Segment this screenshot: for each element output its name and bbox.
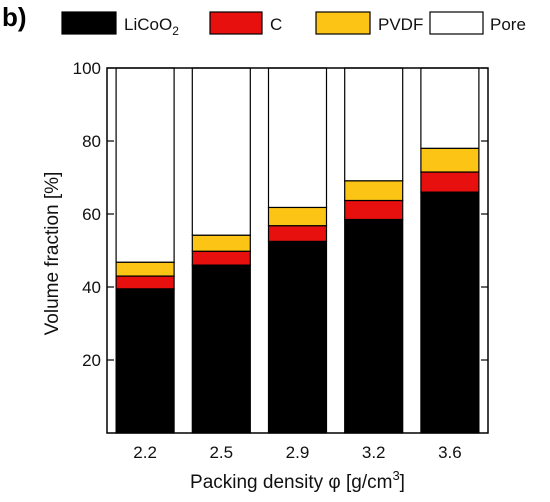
plot-frame	[106, 67, 489, 434]
bar-segment-pore-3.2	[344, 67, 404, 182]
bar-segment-c-2.5	[191, 250, 251, 266]
x-tick-label: 2.2	[133, 443, 157, 462]
bar-segment-pvdf-2.5	[191, 234, 251, 252]
legend: LiCoO2 C PVDF Pore	[61, 11, 526, 38]
x-tick-label: 2.5	[209, 443, 233, 462]
x-axis-title: Packing density φ [g/cm3]	[190, 468, 405, 493]
bar-segment-pore-2.5	[191, 67, 251, 236]
y-axis-title: Volume fraction [%]	[42, 172, 63, 336]
y-tick-label: 60	[82, 205, 101, 224]
bar-segment-licoo-3.2	[344, 218, 404, 434]
bar-segment-c-2.2	[115, 275, 175, 290]
bar-segment-c-3.2	[344, 199, 404, 221]
y-axis: 20 40 60 80 100	[73, 59, 488, 370]
bar-segment-licoo-2.9	[267, 240, 328, 434]
bar-segment-pore-3.6	[420, 67, 480, 149]
x-tick-label: 2.9	[286, 443, 310, 462]
y-tick-label: 20	[82, 351, 101, 370]
bar-segment-licoo-2.2	[115, 288, 175, 434]
y-tick-label: 100	[73, 59, 101, 78]
panel-label: b)	[2, 2, 27, 32]
y-tick-label: 80	[82, 132, 101, 151]
legend-label-licoo: LiCoO2	[124, 15, 179, 38]
bar-segment-licoo-3.6	[420, 191, 480, 434]
bar-segment-pore-2.9	[267, 67, 328, 209]
legend-swatch-licoo	[61, 11, 117, 35]
legend-label-c: C	[270, 15, 282, 34]
bar-segment-pvdf-3.6	[420, 147, 480, 173]
y-tick-label: 40	[82, 278, 101, 297]
bar-segment-pvdf-2.2	[115, 261, 175, 277]
bars	[115, 67, 480, 434]
legend-swatch-pvdf	[315, 11, 371, 35]
bar-segment-c-2.9	[267, 225, 328, 242]
bar-segment-pvdf-2.9	[267, 206, 328, 227]
legend-label-pore: Pore	[490, 15, 526, 34]
bar-segment-pvdf-3.2	[344, 180, 404, 202]
bar-segment-licoo-2.5	[191, 264, 251, 434]
legend-swatch-c	[209, 11, 263, 35]
legend-label-pvdf: PVDF	[378, 15, 423, 34]
legend-swatch-pore	[429, 11, 484, 35]
x-tick-label: 3.6	[438, 443, 462, 462]
x-axis: 2.2 2.5 2.9 3.2 3.6	[133, 443, 461, 462]
bar-segment-pore-2.2	[115, 67, 175, 263]
x-tick-label: 3.2	[362, 443, 386, 462]
bar-segment-c-3.6	[420, 171, 480, 193]
